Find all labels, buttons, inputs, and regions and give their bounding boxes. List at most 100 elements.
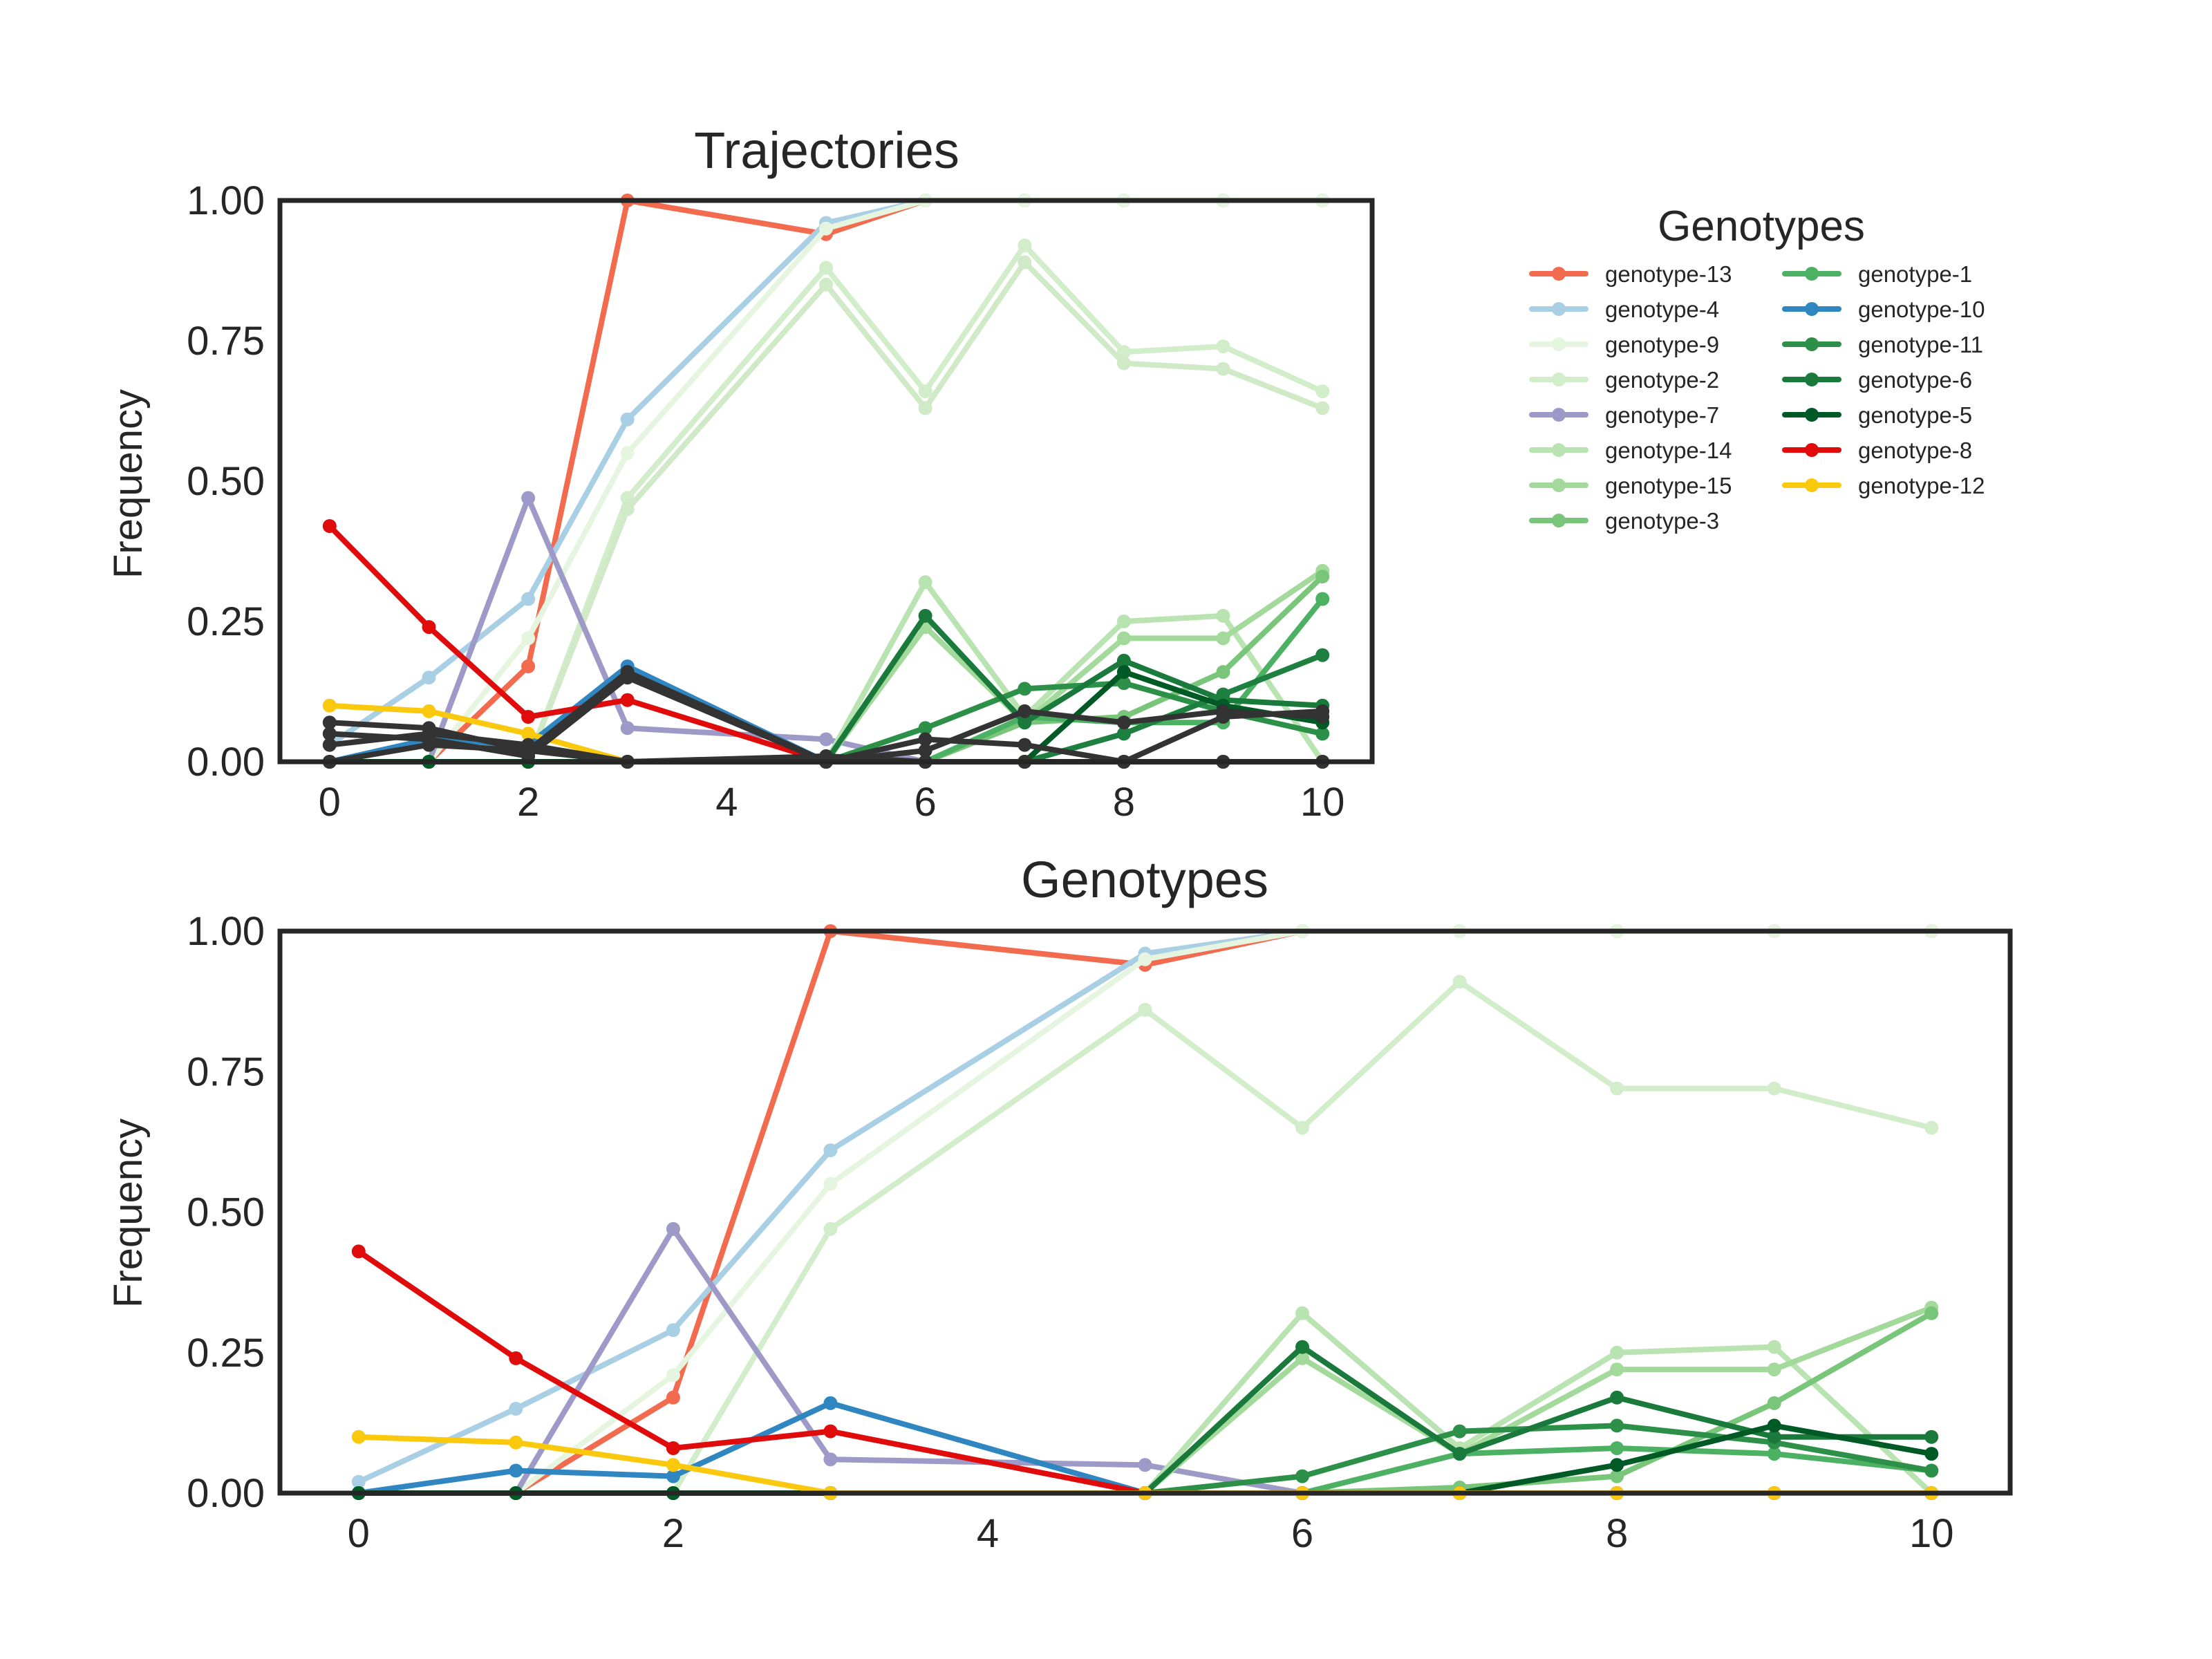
data-point	[1452, 1424, 1467, 1438]
data-point	[918, 721, 932, 735]
data-point	[1452, 1447, 1467, 1461]
data-point	[1116, 345, 1131, 359]
legend-items: genotype-13 genotype-4 genotype-9 genotype-…	[1529, 261, 1985, 534]
legend-marker	[1805, 373, 1819, 386]
data-point	[322, 738, 337, 752]
data-point	[918, 401, 932, 415]
data-point	[1610, 1469, 1624, 1483]
genotypes-chart: Genotypes Frequency 0 2 4 6 8 100.000.250.500…	[106, 851, 2013, 1556]
data-point	[422, 727, 436, 741]
legend-entry-genotype-9: genotype-9	[1529, 332, 1719, 357]
data-point	[1295, 1340, 1309, 1354]
trajectories-axis-ticks: 0 2 4 6 8 10 0.00 0.25 0.50 0.75 1.00	[187, 178, 1375, 825]
legend-entry-genotype-4: genotype-4	[1529, 297, 1719, 322]
y-tick-label: 1.00	[187, 909, 265, 954]
data-point	[620, 446, 635, 460]
data-point	[1610, 1345, 1624, 1360]
data-point	[1924, 1447, 1939, 1461]
data-point	[1315, 592, 1330, 606]
data-point	[1924, 1121, 1939, 1135]
data-point	[1315, 401, 1330, 415]
data-point	[1018, 738, 1032, 752]
data-point	[509, 1351, 523, 1365]
legend-marker	[1552, 373, 1566, 386]
data-point	[1295, 1121, 1309, 1135]
data-point	[1610, 1418, 1624, 1433]
series-series-6	[322, 491, 1330, 769]
data-point	[823, 1177, 838, 1191]
trajectories-plot-area	[322, 194, 1330, 769]
data-point	[509, 1435, 523, 1450]
data-point	[521, 659, 536, 673]
legend-entry-genotype-7: genotype-7	[1529, 402, 1719, 428]
data-point	[1295, 1306, 1309, 1320]
data-point	[1452, 975, 1467, 989]
data-point	[1018, 704, 1032, 718]
data-point	[1924, 1463, 1939, 1478]
data-point	[666, 1368, 680, 1382]
data-point	[1216, 362, 1230, 376]
legend: Genotypes genotype-13genotype-4genotype-…	[1529, 203, 1985, 534]
data-point	[1610, 1362, 1624, 1377]
data-point	[666, 1221, 680, 1236]
legend-marker	[1552, 514, 1566, 527]
data-point	[1138, 952, 1152, 966]
series-line-series-4	[326, 243, 1326, 765]
y-tick-label: 0.75	[187, 319, 265, 364]
data-point	[351, 1244, 366, 1259]
data-point	[666, 1441, 680, 1455]
data-point	[509, 1402, 523, 1416]
data-point	[1138, 1002, 1152, 1017]
data-point	[521, 727, 536, 741]
data-point	[521, 631, 536, 646]
data-point	[1295, 1351, 1309, 1365]
legend-marker	[1552, 302, 1566, 316]
data-point	[1018, 255, 1032, 270]
data-point	[1116, 631, 1131, 646]
data-point	[823, 1452, 838, 1467]
data-point	[620, 721, 635, 735]
legend-label: genotype-8	[1858, 438, 1972, 463]
data-point	[1116, 653, 1131, 668]
data-point	[351, 1474, 366, 1489]
data-point	[1610, 1458, 1624, 1472]
y-tick-label: 0.00	[187, 1471, 265, 1516]
data-point	[1610, 1081, 1624, 1096]
data-point	[1767, 1081, 1781, 1096]
series-genotype-7	[351, 1221, 1939, 1500]
y-axis-label: Frequency	[106, 389, 151, 579]
data-point	[620, 412, 635, 427]
legend-label: genotype-2	[1605, 367, 1719, 393]
legend-entry-genotype-6: genotype-6	[1782, 367, 1972, 393]
legend-label: genotype-4	[1605, 297, 1719, 322]
data-point	[521, 592, 536, 606]
data-point	[1767, 1362, 1781, 1377]
data-point	[666, 1458, 680, 1472]
x-tick-label: 10	[1909, 1511, 1954, 1556]
legend-entry-genotype-5: genotype-5	[1782, 402, 1972, 428]
x-tick-label: 0	[319, 780, 341, 825]
data-point	[1216, 339, 1230, 354]
legend-marker	[1805, 302, 1819, 316]
data-point	[666, 1390, 680, 1405]
data-point	[1116, 356, 1131, 371]
x-tick-label: 0	[348, 1511, 370, 1556]
data-point	[1767, 1418, 1781, 1433]
legend-marker	[1805, 267, 1819, 281]
chart-title: Trajectories	[694, 122, 959, 179]
legend-marker	[1805, 478, 1819, 492]
data-point	[1138, 1458, 1152, 1472]
y-tick-label: 0.75	[187, 1049, 265, 1094]
x-tick-label: 4	[715, 780, 738, 825]
data-point	[422, 671, 436, 685]
data-point	[322, 698, 337, 713]
x-tick-label: 2	[662, 1511, 684, 1556]
legend-entry-genotype-15: genotype-15	[1529, 473, 1732, 498]
data-point	[1116, 727, 1131, 741]
legend-marker	[1805, 443, 1819, 457]
legend-entry-genotype-1: genotype-1	[1782, 261, 1972, 287]
data-point	[819, 277, 833, 292]
legend-label: genotype-1	[1858, 261, 1972, 287]
legend-label: genotype-15	[1605, 473, 1732, 498]
